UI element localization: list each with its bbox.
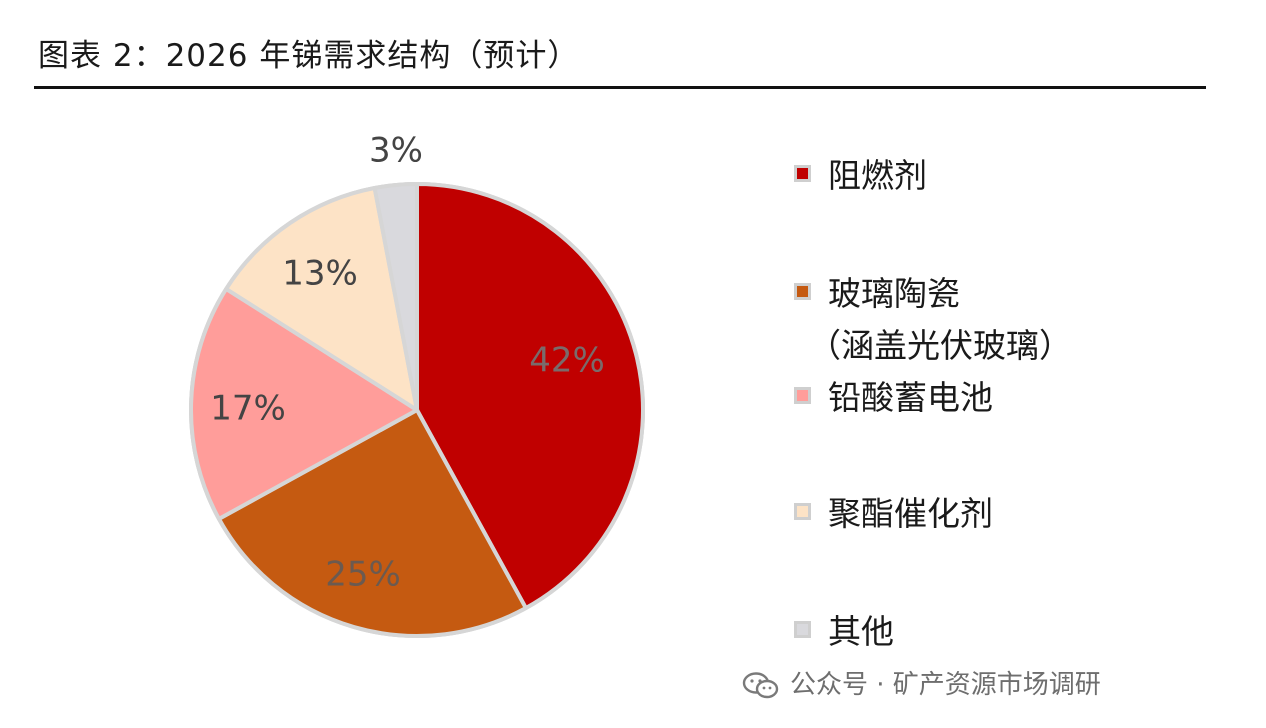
legend-swatch-flame-retardant [794, 165, 811, 182]
slice-value-label-other: 3% [369, 131, 423, 171]
slice-value-label-lead-acid-battery: 17% [210, 389, 286, 429]
watermark-text: 公众号 · 矿产资源市场调研 [790, 670, 1101, 700]
legend-label: 铅酸蓄电池 [828, 378, 993, 417]
legend-item-glass-ceramics: 玻璃陶瓷 （涵盖光伏玻璃） [792, 268, 1072, 372]
legend-swatch-glass-ceramics [794, 283, 811, 300]
legend-label: 其他 [828, 612, 894, 651]
legend-item-other: 其他 [792, 606, 1072, 658]
pie-slice-other [372, 182, 419, 412]
legend-item-lead-acid-battery: 铅酸蓄电池 [792, 372, 1072, 424]
pie-slice-flame-retardant [415, 182, 645, 611]
chart-legend: 阻燃剂玻璃陶瓷 （涵盖光伏玻璃） 铅酸蓄电池聚酯催化剂其他 [792, 150, 1072, 658]
title-divider [34, 86, 1206, 89]
pie-slice-glass-ceramics [216, 408, 528, 638]
legend-label: 阻燃剂 [828, 156, 927, 195]
watermark: 公众号 · 矿产资源市场调研 [742, 664, 1101, 701]
slice-value-label-polyester-catalyst: 13% [282, 254, 358, 294]
legend-item-polyester-catalyst: 聚酯催化剂 [792, 488, 1072, 540]
slice-value-label-glass-ceramics: 25% [325, 555, 401, 595]
slice-value-label-flame-retardant: 42% [529, 341, 605, 381]
legend-label: 玻璃陶瓷 [828, 274, 960, 313]
pie-slice-polyester-catalyst [224, 186, 419, 412]
legend-swatch-other [794, 621, 811, 638]
legend-item-flame-retardant: 阻燃剂 [792, 150, 1072, 202]
legend-swatch-polyester-catalyst [794, 503, 811, 520]
pie-slice-lead-acid-battery [189, 286, 419, 521]
legend-sublabel: （涵盖光伏玻璃） [808, 326, 1072, 365]
chart-title: 图表 2：2026 年锑需求结构（预计） [38, 38, 580, 74]
legend-label: 聚酯催化剂 [828, 494, 993, 533]
legend-swatch-lead-acid-battery [794, 387, 811, 404]
wechat-icon [742, 671, 780, 700]
